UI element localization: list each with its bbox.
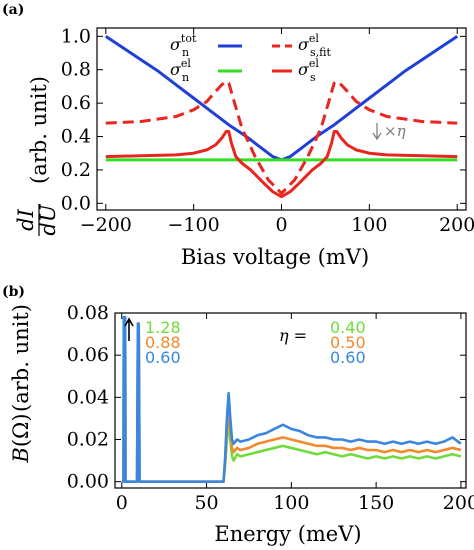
panel-a-series-line-0 — [104, 35, 459, 162]
panel-a-x-axis-label: Bias voltage (mV) — [181, 245, 369, 269]
panel-a-series-line-3 — [105, 130, 458, 199]
panel-b: (b) 0 50 100 150 200 0.00 0.02 0.04 0.06 0.08 B(Ω… — [2, 284, 474, 546]
legend-subscript: s — [310, 71, 316, 84]
panel-a-eta-text: ×η — [384, 122, 406, 140]
panel-b-y-axis-label: B(Ω) (arb. unit) — [9, 304, 33, 464]
legend-symbol: σ — [170, 60, 182, 79]
panel-b-x-tick-label: 50 — [194, 492, 218, 514]
panel-a: (a) −200 −100 0 100 200 0.0 0.2 0.4 0.6 0.8 1.0 dI… — [2, 2, 474, 269]
panel-b-y-tick-label: 0.04 — [67, 386, 109, 408]
panel-a-x-tick-label: −100 — [168, 214, 220, 236]
legend-superscript: el — [309, 57, 320, 70]
panel-a-y-tick-label: 0.2 — [61, 159, 91, 181]
panel-a-ylabel-denominator: dU — [36, 203, 60, 235]
panel-a-y-tick-label: 0.6 — [61, 92, 91, 114]
panel-a-eta-annotation: ×η — [372, 122, 406, 141]
legend-entry-label: σel n — [170, 57, 191, 84]
legend-entry-label: σel s — [298, 57, 319, 84]
panel-b-x-tick-label: 0 — [116, 492, 128, 514]
panel-b-ylabel-func: B — [9, 447, 33, 463]
legend-symbol: σ — [298, 60, 310, 79]
legend-subscript: n — [182, 71, 189, 84]
panel-b-legend: η = 1.280.880.600.400.500.60 — [145, 318, 366, 367]
legend-superscript: el — [181, 57, 192, 70]
panel-b-eta-value: 0.50 — [330, 333, 366, 352]
panel-b-eta-value: 0.40 — [330, 318, 366, 337]
panel-b-x-tick-label: 150 — [358, 492, 394, 514]
panel-b-y-tick-label: 0.00 — [67, 471, 109, 493]
panel-b-x-axis-label: Energy (meV) — [214, 522, 361, 546]
panel-a-y-tick-label: 0.4 — [61, 126, 91, 148]
panel-a-y-tick-label: 0.0 — [61, 192, 91, 214]
panel-a-series-line-2 — [105, 79, 458, 195]
panel-b-arrow — [124, 317, 134, 341]
up-arrow-icon — [124, 317, 134, 341]
panel-b-label: (b) — [2, 284, 25, 300]
panel-a-x-tick-label: −200 — [80, 214, 132, 236]
panel-a-plot-area: −200 −100 0 100 200 0.0 0.2 0.4 0.6 0.8 1.0 — [61, 25, 474, 236]
panel-b-eta-label: η = — [279, 326, 307, 345]
panel-a-y-tick-label: 1.0 — [61, 25, 91, 47]
panel-b-frame — [114, 312, 467, 489]
panel-b-ylabel-text: B(Ω) — [9, 413, 33, 463]
panel-b-plot-area: 0 50 100 150 200 0.00 0.02 0.04 0.06 0.08 — [67, 302, 474, 514]
panel-a-ylabel-numerator: dI — [14, 208, 38, 230]
panel-a-y-tick-label: 0.8 — [61, 59, 91, 81]
panel-a-x-tick-label: 200 — [439, 214, 474, 236]
scale-arrow-icon — [372, 123, 382, 141]
legend-subscript: s,fit — [310, 46, 331, 59]
legend-superscript: el — [309, 32, 320, 45]
panel-b-series-line-2 — [121, 315, 462, 483]
panel-b-x-tick-label: 100 — [273, 492, 309, 514]
panel-a-label: (a) — [2, 2, 24, 18]
panel-b-y-tick-label: 0.06 — [67, 344, 109, 366]
panel-b-x-tick-label: 200 — [443, 492, 474, 514]
panel-b-left-value: 0.88 — [145, 333, 181, 352]
legend-superscript: tot — [181, 32, 197, 45]
panel-a-frame — [96, 27, 467, 211]
panel-a-x-tick-label: 0 — [275, 214, 287, 236]
panel-b-left-value: 0.60 — [145, 348, 181, 367]
panel-b-y-tick-label: 0.02 — [67, 429, 109, 451]
legend-entry-label: σtot n — [170, 32, 197, 59]
panel-b-ylabel-unit: (arb. unit) — [9, 304, 33, 412]
panel-a-x-tick-label: 100 — [351, 214, 387, 236]
panel-a-ylabel-unit: (arb. unit) — [27, 76, 51, 184]
panel-b-left-value: 1.28 — [145, 318, 181, 337]
legend-symbol: σ — [170, 35, 182, 54]
legend-entry-label: σel s,fit — [298, 32, 331, 59]
panel-b-y-tick-label: 0.08 — [67, 302, 109, 324]
panel-b-eta-value: 0.60 — [330, 348, 366, 367]
legend-subscript: n — [182, 46, 189, 59]
panel-b-ylabel-arg: (Ω) — [9, 413, 33, 447]
panel-a-y-axis-label: dI dU (arb. unit) — [14, 76, 60, 236]
legend-symbol: σ — [298, 35, 310, 54]
